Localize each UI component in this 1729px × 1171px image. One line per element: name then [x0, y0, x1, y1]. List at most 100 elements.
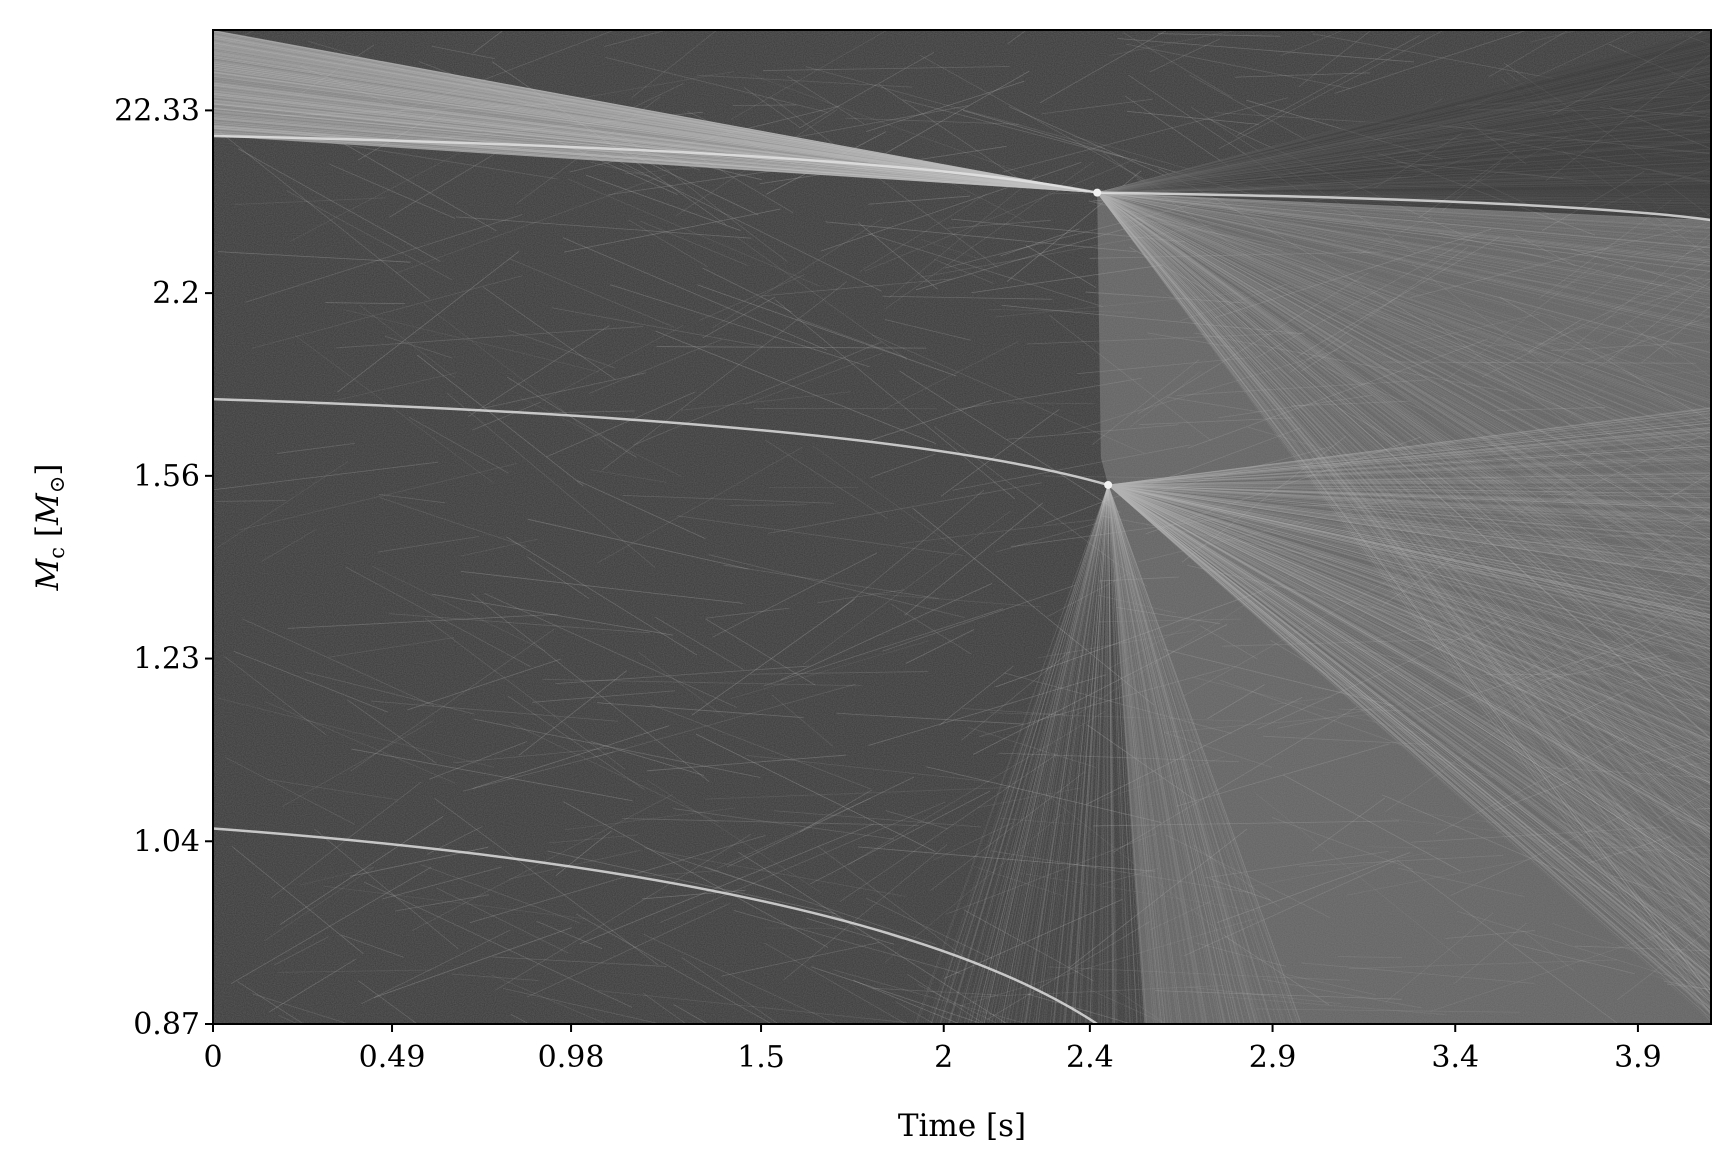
trace-line: [1107, 484, 1711, 812]
trace-line: [1108, 484, 1711, 573]
trace-line: [1108, 484, 1711, 618]
trace-line: [1096, 192, 1711, 924]
trace-line: [1107, 484, 1711, 772]
trace-line: [947, 484, 1109, 1024]
trace-line: [1097, 192, 1711, 296]
trace-line: [1107, 612, 1213, 670]
trace-line: [1097, 192, 1711, 262]
trace-line: [277, 969, 432, 973]
trace-line: [1108, 484, 1711, 562]
trace-line: [775, 299, 1016, 500]
trace-line: [1096, 192, 1711, 784]
trace-line: [870, 453, 936, 478]
trace-line: [1108, 484, 1711, 646]
trace-line: [285, 189, 453, 281]
trace-line: [1097, 192, 1711, 234]
trace-line: [1097, 192, 1711, 571]
trace-line: [1096, 192, 1711, 635]
trace-line: [1107, 484, 1711, 933]
trace-line: [1108, 484, 1711, 617]
trace-line: [1097, 192, 1711, 264]
trace-line: [1107, 484, 1237, 1024]
trace-line: [1097, 192, 1711, 434]
trace-line: [1097, 192, 1711, 431]
trace-line: [1107, 484, 1711, 833]
trace-line: [1107, 484, 1711, 865]
trace-line: [1108, 437, 1711, 486]
trace-line: [1053, 484, 1109, 1024]
trace-line: [980, 484, 1109, 1024]
trace-line: [1107, 484, 1711, 770]
trace-line: [1633, 672, 1711, 715]
trace-line: [1107, 484, 1264, 1024]
convergence-point: [1104, 480, 1113, 489]
trace-line: [1108, 484, 1711, 650]
trace-line: [1261, 978, 1422, 1009]
trace-line: [1107, 484, 1286, 1024]
trace-line: [1671, 489, 1711, 518]
trace-line: [945, 832, 1158, 915]
trace-line: [1117, 38, 1415, 63]
trace-line: [1108, 484, 1711, 629]
trace-line: [1108, 484, 1711, 568]
trace-line: [1551, 922, 1711, 978]
trace-line: [1107, 484, 1711, 865]
trace-line: [1108, 484, 1711, 558]
fan-region-top: [213, 30, 1098, 193]
trace-line: [832, 969, 1029, 1024]
trace-line: [1107, 484, 1262, 1024]
trace-line: [1096, 192, 1711, 992]
trace-line: [1271, 817, 1414, 870]
trace-line: [746, 754, 990, 783]
trace-line: [1107, 484, 1711, 907]
trace-line: [1108, 484, 1711, 568]
trace-line: [1097, 192, 1711, 494]
trace-line: [1097, 192, 1711, 225]
trace-line: [576, 913, 773, 1024]
trace-line: [1108, 429, 1711, 486]
trace-line: [1097, 192, 1711, 327]
trace-line: [1108, 484, 1711, 540]
trace-line: [619, 165, 684, 191]
trace-line: [1097, 192, 1711, 249]
plot-area: [213, 30, 1711, 1024]
trace-line: [1108, 484, 1711, 699]
band-edge-line: [213, 134, 1098, 194]
trace-line: [1097, 192, 1711, 254]
trace-line: [1126, 43, 1351, 89]
trace-line: [451, 973, 539, 981]
trace-line: [238, 463, 518, 531]
trace-line: [1476, 430, 1609, 529]
trace-line: [1428, 317, 1588, 439]
trace-line: [1108, 484, 1711, 741]
trace-line: [1481, 260, 1707, 378]
trace-line: [1411, 263, 1607, 411]
trace-line: [431, 593, 674, 636]
trace-line: [948, 484, 1109, 1024]
trace-line: [1108, 484, 1711, 688]
trace-line: [1107, 484, 1283, 1024]
trace-line: [1097, 192, 1711, 442]
trace-line: [1097, 192, 1711, 558]
trace-line: [1541, 766, 1711, 779]
trace-line: [750, 74, 1026, 175]
trace-line: [1096, 192, 1711, 667]
trace-line: [1097, 192, 1711, 233]
x-tick-label: 3.4: [1431, 1040, 1479, 1075]
trace-line: [1624, 321, 1677, 358]
trace-line: [1107, 484, 1711, 902]
trace-line: [1139, 417, 1295, 426]
trace-line: [1000, 228, 1080, 257]
trace-line: [1108, 484, 1711, 628]
trace-line: [743, 87, 801, 129]
trace-line: [1574, 945, 1711, 952]
trace-line: [1602, 285, 1702, 315]
trace-line: [817, 589, 905, 604]
trace-line: [882, 295, 1053, 300]
trace-line: [1097, 192, 1711, 221]
x-axis-ticks: 0 0.49 0.98 1.5 2 2.4 2.9 3.4 3.9: [203, 1024, 1662, 1075]
trace-line: [1097, 192, 1711, 421]
trace-line: [1301, 962, 1535, 984]
trace-line: [1097, 192, 1711, 452]
trace-line: [495, 834, 751, 991]
